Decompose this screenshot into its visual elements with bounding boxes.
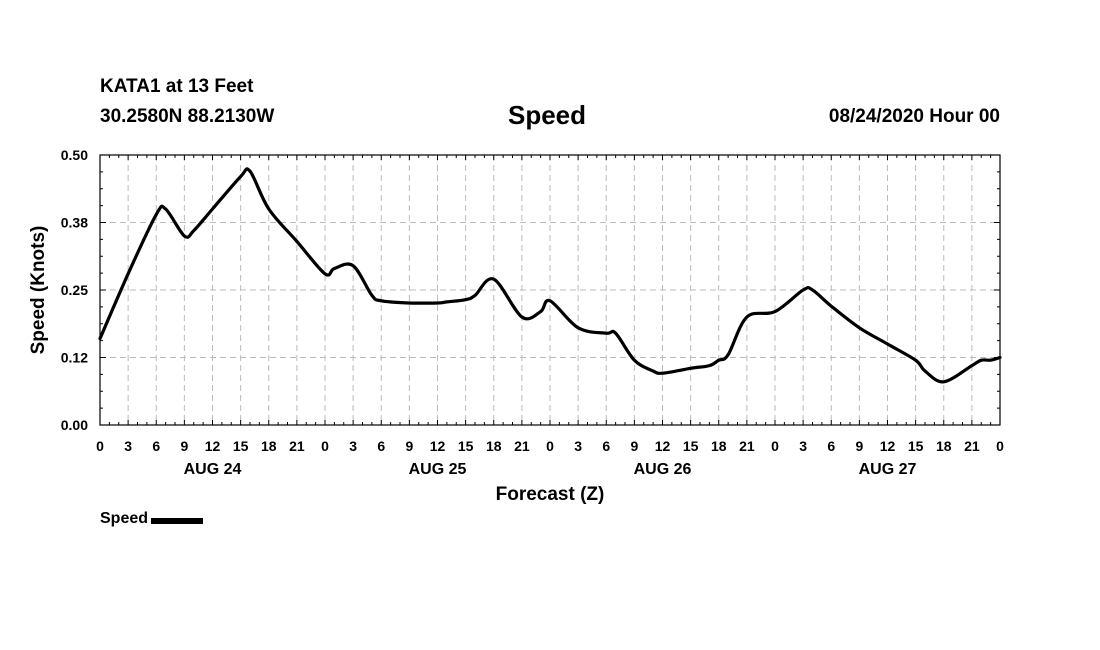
x-tick-label: 18 xyxy=(486,438,502,454)
station-label: KATA1 at 13 Feet xyxy=(100,76,254,97)
x-tick-label: 6 xyxy=(152,438,160,454)
x-tick-label: 21 xyxy=(739,438,755,454)
y-tick-label: 0.00 xyxy=(61,417,88,433)
day-label: AUG 26 xyxy=(634,461,692,478)
x-tick-label: 3 xyxy=(349,438,357,454)
x-tick-label: 0 xyxy=(996,438,1004,454)
legend: Speed xyxy=(100,510,204,528)
station-coordinates: 30.2580N 88.2130W xyxy=(100,106,275,127)
x-tick-label: 9 xyxy=(855,438,863,454)
y-tick-label: 0.50 xyxy=(61,147,88,163)
x-tick-label: 15 xyxy=(458,438,474,454)
x-tick-label: 15 xyxy=(908,438,924,454)
x-tick-label: 15 xyxy=(233,438,249,454)
axis-ticks xyxy=(99,154,1001,426)
x-tick-label: 0 xyxy=(546,438,554,454)
x-axis-title: Forecast (Z) xyxy=(496,484,605,505)
x-tick-label: 6 xyxy=(602,438,610,454)
x-tick-label: 0 xyxy=(771,438,779,454)
x-tick-label: 12 xyxy=(205,438,221,454)
x-tick-label: 3 xyxy=(799,438,807,454)
x-tick-label: 21 xyxy=(514,438,530,454)
x-tick-label: 3 xyxy=(574,438,582,454)
x-tick-label: 18 xyxy=(261,438,277,454)
x-tick-label: 15 xyxy=(683,438,699,454)
y-axis-title: Speed (Knots) xyxy=(28,226,49,355)
x-tick-label: 0 xyxy=(96,438,104,454)
x-tick-label: 18 xyxy=(936,438,952,454)
x-tick-label: 9 xyxy=(630,438,638,454)
y-tick-label: 0.38 xyxy=(61,215,88,231)
day-labels: AUG 24 AUG 25 AUG 26 AUG 27 xyxy=(184,461,917,478)
x-tick-label: 3 xyxy=(124,438,132,454)
chart-title: Speed xyxy=(508,100,587,130)
legend-swatch-speed xyxy=(151,518,204,524)
day-label: AUG 24 xyxy=(184,461,242,478)
x-tick-label: 9 xyxy=(180,438,188,454)
day-label: AUG 25 xyxy=(409,461,467,478)
x-tick-label: 12 xyxy=(430,438,446,454)
y-tick-labels: 0.00 0.12 0.25 0.38 0.50 xyxy=(61,147,88,433)
x-tick-labels: 0 3 6 9 12 15 18 21 0 3 6 9 12 15 18 21 0 3 6 9 12 15 18 21 0 3 6 9… xyxy=(96,438,1004,454)
forecast-run-time: 08/24/2020 Hour 00 xyxy=(828,106,1000,127)
day-label: AUG 27 xyxy=(859,461,917,478)
x-tick-label: 21 xyxy=(289,438,305,454)
x-tick-label: 9 xyxy=(405,438,413,454)
y-tick-label: 0.12 xyxy=(61,350,88,366)
x-tick-label: 12 xyxy=(655,438,671,454)
x-tick-label: 6 xyxy=(377,438,385,454)
grid-lines xyxy=(100,155,1000,425)
x-tick-label: 0 xyxy=(321,438,329,454)
x-tick-label: 18 xyxy=(711,438,727,454)
y-tick-label: 0.25 xyxy=(61,282,88,298)
series-line-speed xyxy=(98,167,1002,384)
x-tick-label: 6 xyxy=(827,438,835,454)
x-tick-label: 21 xyxy=(964,438,980,454)
legend-label: Speed xyxy=(100,510,149,527)
x-tick-label: 12 xyxy=(880,438,896,454)
